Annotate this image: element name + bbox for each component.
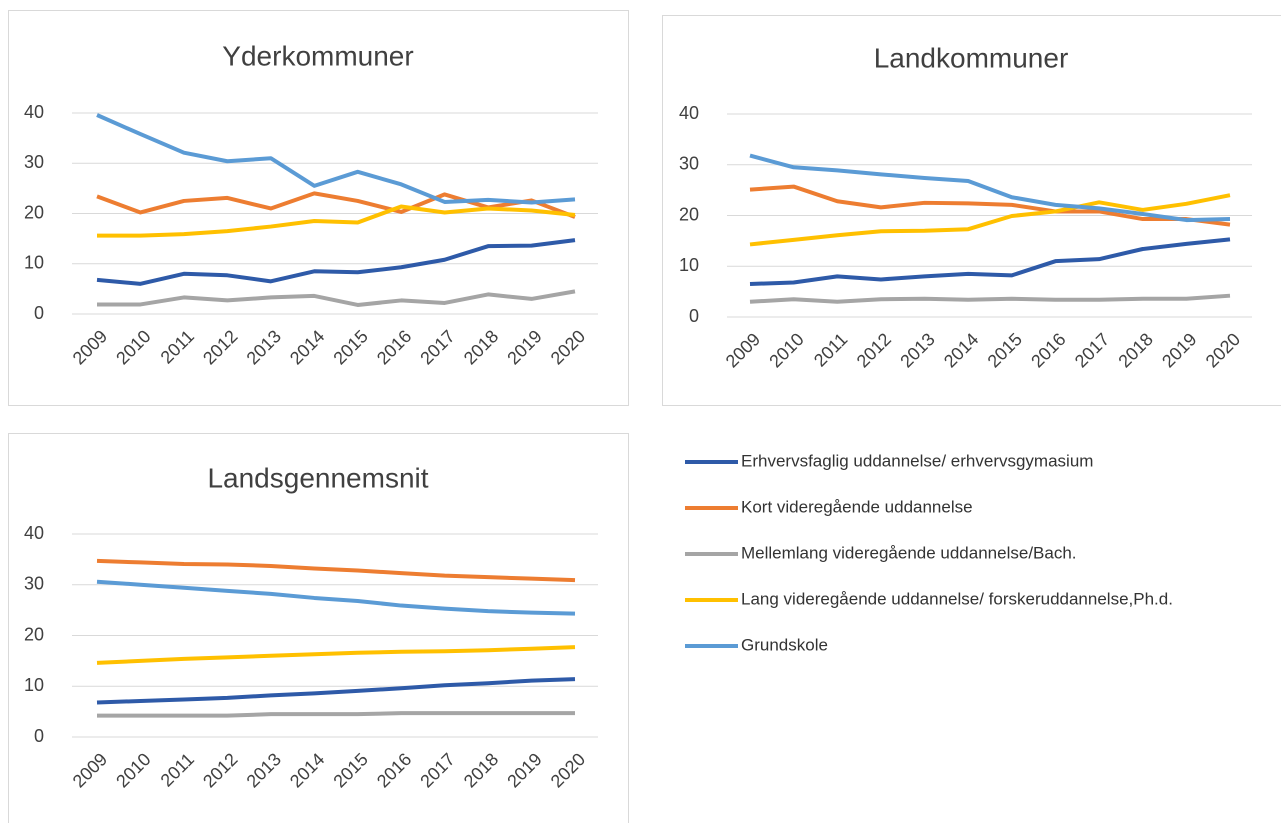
y-tick-label: 30 bbox=[679, 154, 699, 174]
series-line bbox=[749, 153, 1231, 223]
series-line bbox=[96, 558, 576, 583]
y-tick-label: 20 bbox=[24, 624, 44, 644]
y-tick-label: 30 bbox=[24, 152, 44, 172]
series-line bbox=[96, 645, 576, 665]
legend-label: Grundskole bbox=[741, 635, 828, 654]
legend-label: Lang videregående uddannelse/ forskerudd… bbox=[741, 589, 1173, 608]
series-line bbox=[749, 237, 1231, 287]
y-tick-label: 0 bbox=[34, 303, 44, 323]
y-tick-label: 40 bbox=[679, 103, 699, 123]
series-line bbox=[96, 191, 576, 219]
series-line bbox=[749, 293, 1231, 304]
series-line bbox=[96, 238, 576, 286]
y-tick-label: 0 bbox=[34, 726, 44, 746]
series-line bbox=[96, 677, 576, 705]
y-tick-label: 10 bbox=[24, 675, 44, 695]
series-line bbox=[96, 113, 576, 205]
series-line bbox=[97, 204, 576, 238]
y-tick-label: 20 bbox=[24, 202, 44, 222]
series-line bbox=[97, 711, 575, 718]
y-tick-label: 0 bbox=[689, 306, 699, 326]
chart-frame bbox=[8, 433, 629, 823]
y-tick-label: 10 bbox=[679, 255, 699, 275]
chart-title: Landkommuner bbox=[874, 42, 1069, 73]
y-tick-label: 40 bbox=[24, 523, 44, 543]
series-line bbox=[97, 289, 576, 307]
series-line bbox=[96, 579, 576, 616]
y-tick-label: 10 bbox=[24, 253, 44, 273]
chart-title: Landsgennemsnit bbox=[207, 462, 428, 493]
chart-frame bbox=[662, 15, 1281, 406]
series-line bbox=[749, 193, 1231, 247]
y-tick-label: 40 bbox=[24, 102, 44, 122]
legend-label: Kort videregående uddannelse bbox=[741, 497, 973, 516]
y-tick-label: 30 bbox=[24, 574, 44, 594]
chart-frame bbox=[8, 10, 629, 406]
series-line bbox=[749, 184, 1231, 227]
legend-label: Mellemlang videregående uddannelse/Bach. bbox=[741, 543, 1077, 562]
chart-title: Yderkommuner bbox=[222, 40, 413, 71]
legend-label: Erhvervsfaglig uddannelse/ erhvervsgymas… bbox=[741, 451, 1093, 470]
y-tick-label: 20 bbox=[679, 204, 699, 224]
